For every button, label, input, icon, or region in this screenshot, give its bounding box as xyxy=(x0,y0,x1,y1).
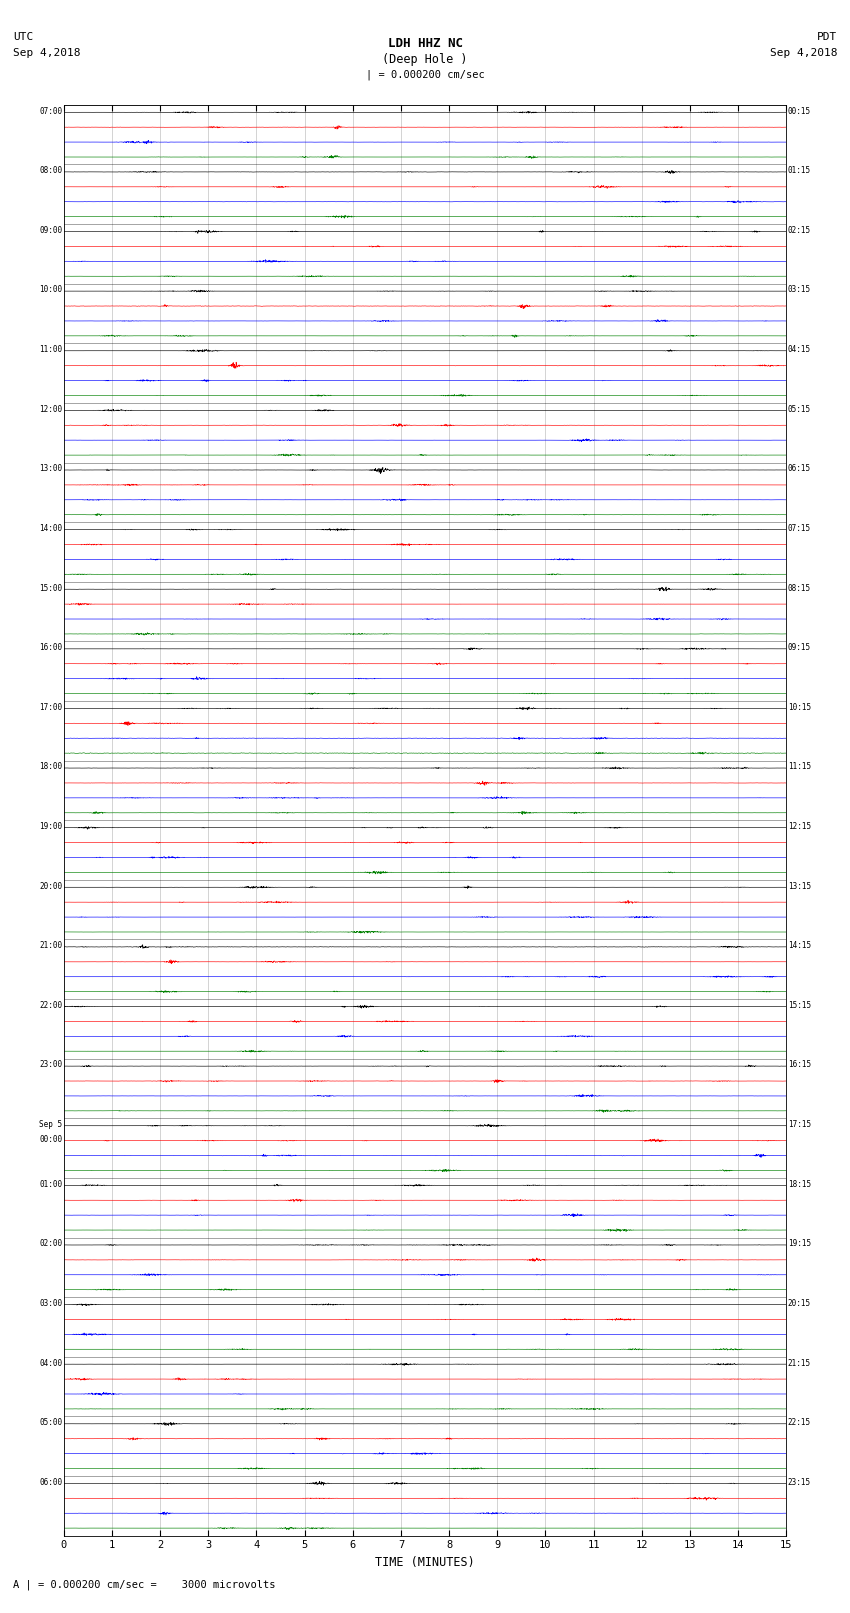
Text: 09:00: 09:00 xyxy=(39,226,62,235)
Text: 12:00: 12:00 xyxy=(39,405,62,413)
Text: 00:00: 00:00 xyxy=(39,1136,62,1144)
Text: 14:15: 14:15 xyxy=(788,942,811,950)
Text: 00:15: 00:15 xyxy=(788,106,811,116)
Text: 14:00: 14:00 xyxy=(39,524,62,532)
Text: 16:15: 16:15 xyxy=(788,1060,811,1069)
Text: 10:15: 10:15 xyxy=(788,703,811,711)
Text: Sep 5: Sep 5 xyxy=(39,1119,62,1129)
Text: 01:00: 01:00 xyxy=(39,1179,62,1189)
Text: 20:15: 20:15 xyxy=(788,1298,811,1308)
Text: 15:15: 15:15 xyxy=(788,1000,811,1010)
Text: 23:00: 23:00 xyxy=(39,1060,62,1069)
Text: 16:00: 16:00 xyxy=(39,644,62,652)
Text: 03:15: 03:15 xyxy=(788,286,811,295)
Text: 11:15: 11:15 xyxy=(788,763,811,771)
Text: 04:00: 04:00 xyxy=(39,1358,62,1368)
Text: 04:15: 04:15 xyxy=(788,345,811,355)
Text: 11:00: 11:00 xyxy=(39,345,62,355)
Text: 12:15: 12:15 xyxy=(788,823,811,831)
Text: 03:00: 03:00 xyxy=(39,1298,62,1308)
Text: 08:00: 08:00 xyxy=(39,166,62,176)
Text: 22:15: 22:15 xyxy=(788,1418,811,1428)
Text: 18:15: 18:15 xyxy=(788,1179,811,1189)
Text: 22:00: 22:00 xyxy=(39,1000,62,1010)
Text: PDT: PDT xyxy=(817,32,837,42)
Text: 05:00: 05:00 xyxy=(39,1418,62,1428)
Text: 02:15: 02:15 xyxy=(788,226,811,235)
Text: 06:15: 06:15 xyxy=(788,465,811,473)
X-axis label: TIME (MINUTES): TIME (MINUTES) xyxy=(375,1557,475,1569)
Text: 17:15: 17:15 xyxy=(788,1119,811,1129)
Text: 15:00: 15:00 xyxy=(39,584,62,592)
Text: 21:15: 21:15 xyxy=(788,1358,811,1368)
Text: 02:00: 02:00 xyxy=(39,1239,62,1248)
Text: 19:00: 19:00 xyxy=(39,823,62,831)
Text: LDH HHZ NC: LDH HHZ NC xyxy=(388,37,462,50)
Text: 23:15: 23:15 xyxy=(788,1478,811,1487)
Text: UTC: UTC xyxy=(13,32,33,42)
Text: 07:15: 07:15 xyxy=(788,524,811,532)
Text: 10:00: 10:00 xyxy=(39,286,62,295)
Text: (Deep Hole ): (Deep Hole ) xyxy=(382,53,468,66)
Text: 13:15: 13:15 xyxy=(788,882,811,890)
Text: A | = 0.000200 cm/sec =    3000 microvolts: A | = 0.000200 cm/sec = 3000 microvolts xyxy=(13,1579,275,1590)
Text: 07:00: 07:00 xyxy=(39,106,62,116)
Text: 21:00: 21:00 xyxy=(39,942,62,950)
Text: 20:00: 20:00 xyxy=(39,882,62,890)
Text: Sep 4,2018: Sep 4,2018 xyxy=(770,48,837,58)
Text: 08:15: 08:15 xyxy=(788,584,811,592)
Text: 05:15: 05:15 xyxy=(788,405,811,413)
Text: 19:15: 19:15 xyxy=(788,1239,811,1248)
Text: 01:15: 01:15 xyxy=(788,166,811,176)
Text: 09:15: 09:15 xyxy=(788,644,811,652)
Text: 13:00: 13:00 xyxy=(39,465,62,473)
Text: 17:00: 17:00 xyxy=(39,703,62,711)
Text: | = 0.000200 cm/sec: | = 0.000200 cm/sec xyxy=(366,69,484,81)
Text: Sep 4,2018: Sep 4,2018 xyxy=(13,48,80,58)
Text: 06:00: 06:00 xyxy=(39,1478,62,1487)
Text: 18:00: 18:00 xyxy=(39,763,62,771)
